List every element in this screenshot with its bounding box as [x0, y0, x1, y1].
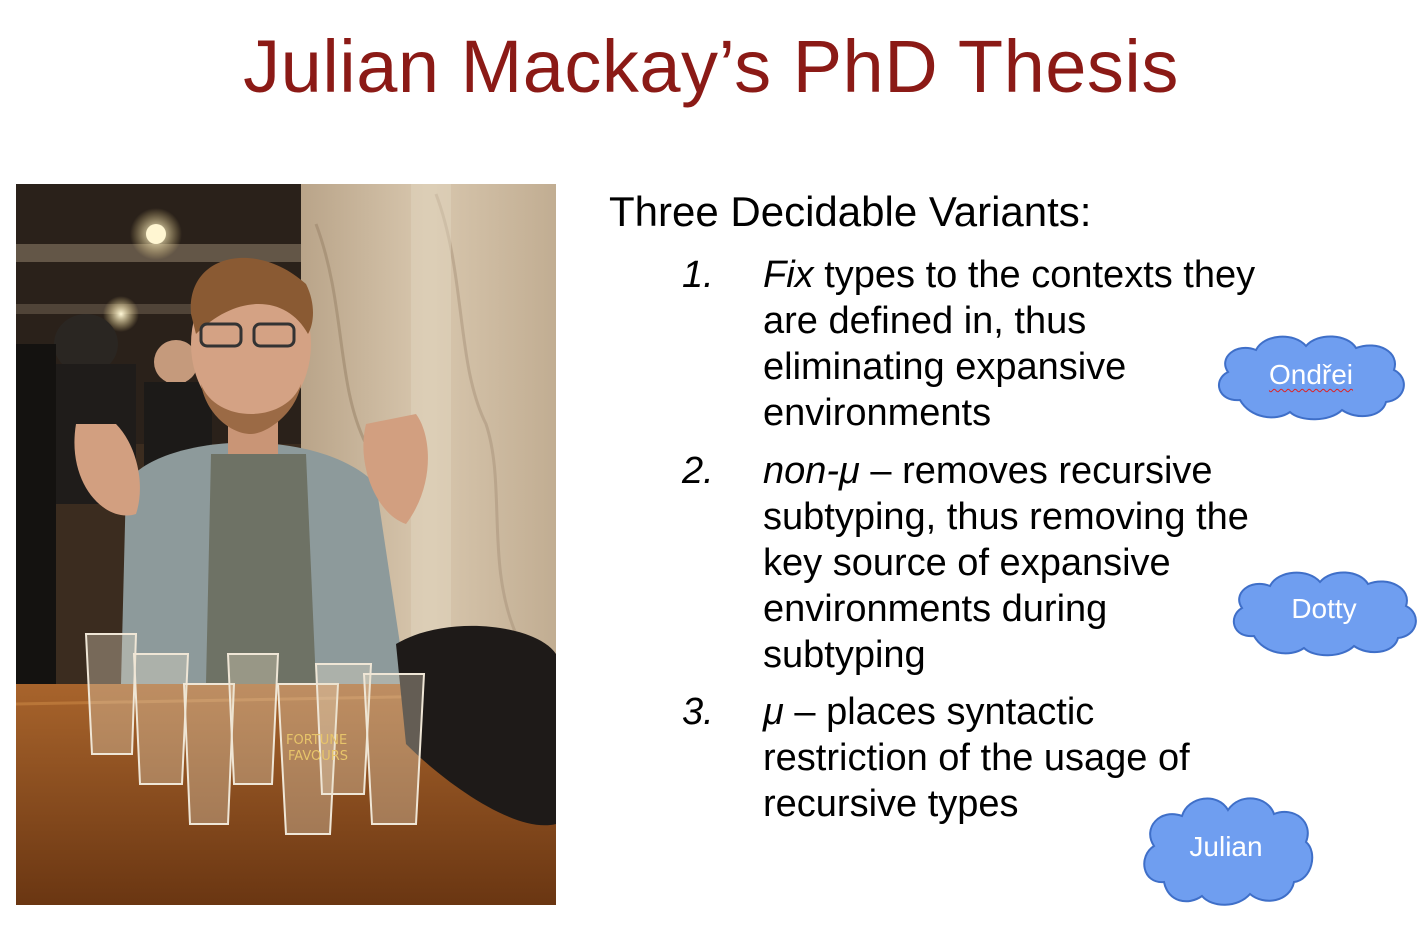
cloud-label: Dotty [1291, 593, 1357, 624]
item-line: environments [763, 392, 992, 434]
cloud-label: Julian [1189, 831, 1263, 862]
item-number: 1. [682, 254, 714, 296]
item-emphasis: non-μ [763, 450, 860, 492]
item-emphasis: μ [763, 691, 784, 733]
item-line: environments during [763, 588, 1108, 630]
item-line: key source of expansive [763, 542, 1171, 584]
item-text: non-μ – removes recursive subtyping, thu… [763, 448, 1363, 678]
photo-illustration: FORTUNE FAVOURS [16, 184, 556, 905]
cloud-shape-icon [1143, 797, 1314, 906]
item-line: μ – places syntactic [763, 691, 1095, 733]
slide-title: Julian Mackay’s PhD Thesis [243, 25, 1179, 108]
item-line: restriction of the usage of [763, 737, 1190, 779]
cloud-callout-julian: Julian [1138, 790, 1314, 908]
item-number: 3. [682, 691, 714, 733]
item-text: μ – places syntactic restriction of the … [763, 689, 1363, 827]
item-emphasis: Fix [763, 254, 814, 296]
item-line: Fix types to the contexts they [763, 254, 1256, 296]
photo: FORTUNE FAVOURS [16, 184, 556, 905]
variants-heading: Three Decidable Variants: [609, 188, 1092, 235]
item-line: non-μ – removes recursive [763, 450, 1213, 492]
glass-print-2: FAVOURS [288, 749, 348, 764]
cloud-shape-icon [1217, 335, 1405, 421]
item-line: subtyping [763, 634, 926, 676]
item-number: 2. [682, 450, 714, 492]
item-line: eliminating expansive [763, 346, 1127, 388]
item-line: recursive types [763, 783, 1019, 825]
cloud-callout-dotty: Dotty [1226, 566, 1422, 658]
cloud-callout-ondrei: Ondřei [1210, 330, 1412, 422]
cloud-label: Ondřei [1268, 359, 1354, 390]
glass-print-1: FORTUNE [286, 733, 347, 748]
item-text: Fix types to the contexts they are defin… [763, 252, 1363, 436]
item-line: are defined in, thus [763, 300, 1087, 342]
item-line: subtyping, thus removing the [763, 496, 1249, 538]
cloud-shape-icon [1232, 571, 1417, 657]
